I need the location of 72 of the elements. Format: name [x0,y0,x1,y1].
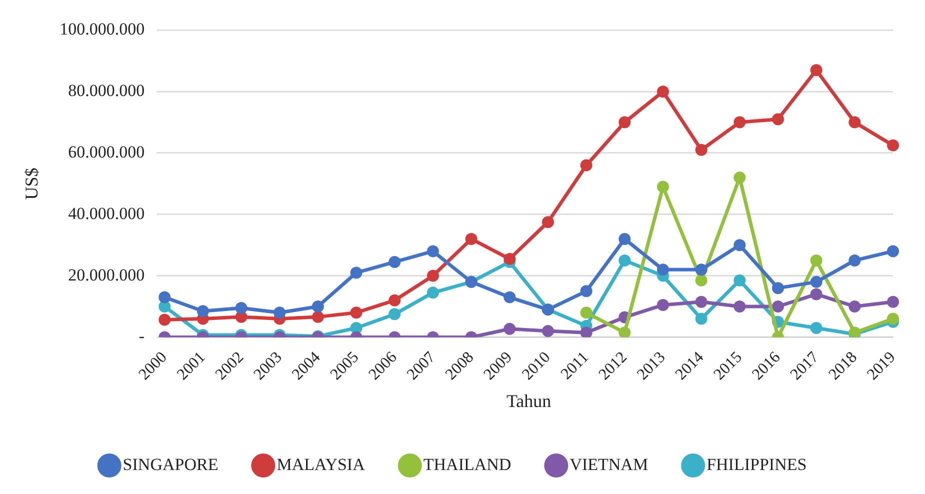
point [504,291,516,304]
legend-label: SINGAPORE [122,454,218,474]
y-tick-label: 60.000.000 [68,142,145,162]
x-tick-label: 2011 [558,348,592,383]
point [542,216,554,228]
point [465,232,478,245]
y-axis-title: US$ [22,168,42,200]
y-tick-label: 40.000.000 [68,204,145,223]
point [580,285,592,298]
point [656,86,669,98]
point [810,254,822,266]
point [656,298,669,311]
point [848,116,861,128]
point [848,300,861,312]
point [618,254,631,266]
point [350,266,362,279]
point [734,116,746,128]
point [734,172,746,184]
point [504,252,516,265]
point [887,139,899,152]
point [810,288,822,300]
point [580,326,592,338]
point [695,274,708,286]
point [656,264,669,276]
y-tick-label: 20.000.000 [68,265,145,284]
point [580,306,592,319]
point [542,325,554,338]
point [350,306,362,319]
point [734,300,746,312]
point [388,308,401,320]
point [810,64,822,76]
point [810,276,822,288]
point [656,180,669,193]
point [618,326,631,338]
point [695,312,708,325]
legend-label: MALAYSIA [276,454,366,474]
point [734,274,746,286]
y-tick-label: - [138,326,145,346]
y-tick-label: 100.000.000 [60,20,145,39]
point [388,256,401,268]
point [772,300,784,312]
point [848,254,861,266]
point [312,310,324,323]
point [695,144,708,156]
point [312,300,324,312]
point [695,264,708,276]
legend-label: THAILAND [423,454,512,474]
point [158,314,171,326]
point [235,302,248,314]
point [772,113,784,126]
point [887,245,899,258]
x-axis-title: Tahun [506,390,552,411]
point [196,305,209,318]
point [772,282,784,294]
point [734,239,746,252]
point [580,159,592,172]
point [426,270,439,282]
point [158,291,171,304]
point [695,296,708,308]
legend-label: VIETNAM [570,454,648,474]
point [426,286,439,299]
point [887,312,899,325]
point [504,322,516,335]
legend-label: FHILIPPINES [706,454,807,474]
point [618,232,631,245]
point [426,245,439,258]
point [810,322,822,334]
point [274,306,286,319]
point [618,116,631,128]
point [388,294,401,306]
y-tick-label: 80.000.000 [68,81,145,100]
point [887,296,899,308]
